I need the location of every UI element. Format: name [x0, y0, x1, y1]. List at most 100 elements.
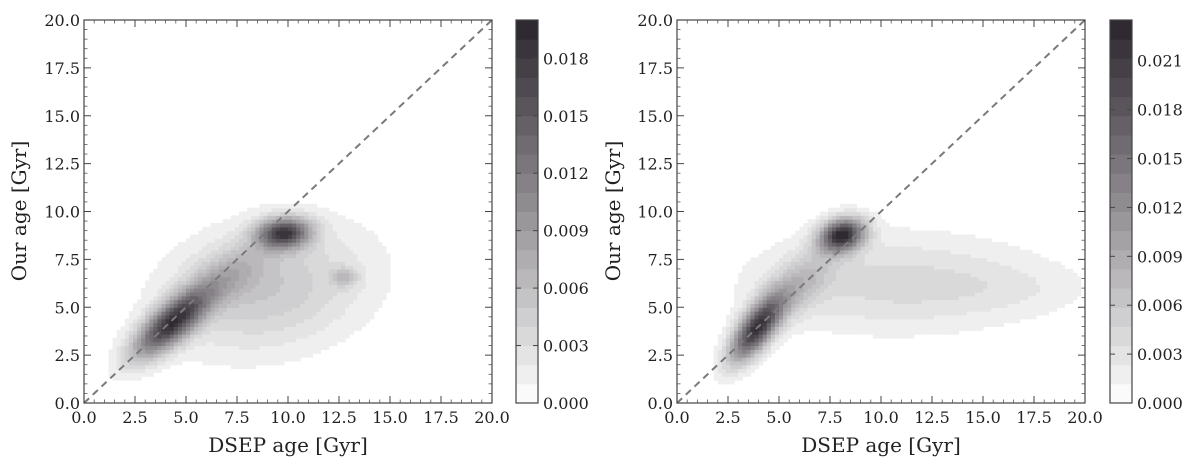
density-cell: [190, 280, 195, 285]
density-cell: [288, 249, 293, 255]
density-cell: [149, 280, 154, 285]
density-cell: [738, 280, 743, 285]
density-cell: [962, 307, 968, 312]
density-cell: [283, 249, 289, 255]
density-cell: [868, 249, 874, 255]
density-cell: [962, 318, 968, 324]
density-cell: [864, 245, 870, 251]
density-cell: [974, 253, 980, 259]
density-cell: [934, 242, 939, 247]
density-cell: [730, 318, 735, 324]
density-cell: [288, 288, 293, 293]
density-cell: [913, 276, 919, 282]
density-cell: [876, 222, 882, 228]
density-cell: [978, 272, 984, 278]
density-cell: [844, 326, 849, 331]
density-cell: [251, 215, 256, 220]
density-cell: [860, 230, 866, 236]
density-cell: [198, 295, 203, 301]
density-cell: [742, 314, 747, 320]
density-cell: [263, 299, 269, 305]
density-cell: [292, 303, 297, 308]
density-cell: [897, 265, 902, 270]
density-cell: [1019, 265, 1025, 270]
density-cell: [251, 334, 256, 339]
density-cell: [181, 311, 187, 316]
density-cell: [316, 265, 322, 270]
density-cell: [124, 345, 130, 350]
density-cell: [730, 326, 735, 331]
density-cell: [881, 284, 886, 289]
density-cell: [234, 242, 240, 247]
density-cell: [995, 245, 1000, 251]
density-cell: [222, 326, 228, 331]
density-cell: [827, 276, 833, 282]
density-cell: [206, 234, 212, 239]
density-cell: [876, 253, 882, 259]
density-cell: [917, 272, 923, 278]
density-cell: [137, 360, 142, 366]
density-cell: [811, 238, 817, 243]
density-cell: [324, 288, 330, 293]
density-cell: [774, 314, 780, 320]
density-cell: [259, 284, 265, 289]
density-cell: [202, 311, 207, 316]
density-cell: [970, 288, 976, 293]
density-cell: [836, 268, 841, 274]
density-cell: [929, 268, 935, 274]
density-cell: [259, 226, 265, 232]
density-cell: [1052, 265, 1058, 270]
density-cell: [860, 314, 866, 320]
density-cell: [783, 276, 788, 282]
y-tick-label: 5.0: [55, 298, 80, 317]
density-cell: [108, 360, 114, 366]
density-cell: [746, 360, 752, 366]
density-cell: [263, 295, 269, 301]
density-cell: [942, 288, 947, 293]
density-cell: [169, 345, 175, 350]
density-cell: [921, 307, 927, 312]
density-cell: [263, 268, 269, 274]
density-cell: [239, 330, 244, 335]
density-cell: [881, 314, 886, 320]
density-cell: [226, 253, 232, 259]
density-cell: [913, 299, 919, 305]
density-cell: [750, 272, 756, 278]
density-cell: [799, 265, 805, 270]
density-cell: [214, 291, 220, 297]
density-cell: [198, 307, 203, 312]
density-cell: [905, 330, 911, 335]
density-cell: [978, 311, 984, 316]
density-cell: [190, 314, 195, 320]
density-cell: [328, 245, 334, 251]
density-cell: [279, 291, 285, 297]
density-cell: [872, 261, 878, 266]
density-cell: [230, 330, 236, 335]
density-cell: [832, 311, 837, 316]
density-cell: [157, 364, 163, 370]
density-cell: [157, 284, 163, 289]
density-cell: [181, 265, 187, 270]
density-cell: [251, 322, 256, 327]
density-cell: [332, 226, 338, 232]
density-cell: [157, 349, 163, 354]
density-cell: [263, 314, 269, 320]
density-cell: [738, 349, 743, 354]
density-cell: [983, 261, 988, 266]
density-cell: [1011, 257, 1017, 262]
density-cell: [149, 318, 154, 324]
density-cell: [300, 318, 305, 324]
density-cell: [844, 211, 849, 216]
density-cell: [840, 330, 845, 335]
density-cell: [783, 238, 788, 243]
density-cell: [214, 284, 220, 289]
density-cell: [349, 288, 354, 293]
density-cell: [255, 222, 261, 228]
density-cell: [721, 349, 727, 354]
density-cell: [917, 230, 923, 236]
density-cell: [762, 257, 768, 262]
density-cell: [864, 280, 870, 285]
density-cell: [304, 341, 309, 347]
density-cell: [791, 318, 796, 324]
